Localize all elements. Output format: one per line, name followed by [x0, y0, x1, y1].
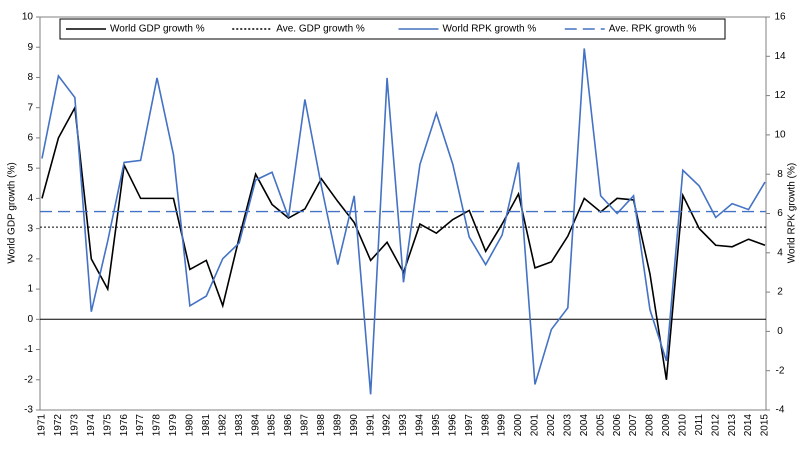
x-tick-label: 1983 — [234, 414, 245, 437]
x-tick-label: 1985 — [267, 414, 278, 437]
y2-tick-label: 8 — [777, 169, 783, 180]
x-tick-label: 2002 — [546, 414, 557, 437]
x-tick-label: 2011 — [694, 414, 705, 436]
y-tick-label: -3 — [24, 405, 33, 416]
y-tick-label: 4 — [27, 193, 33, 204]
x-tick-label: 1995 — [431, 414, 442, 437]
x-tick-label: 2005 — [595, 414, 606, 437]
x-tick-label: 1974 — [86, 414, 97, 437]
y2-tick-label: 16 — [774, 12, 786, 23]
x-tick-label: 2006 — [612, 414, 623, 437]
y-tick-label: 5 — [27, 163, 33, 174]
y-tick-label: 0 — [27, 314, 33, 325]
x-tick-label: 1988 — [316, 414, 327, 437]
y-axis-label: World GDP growth (%) — [7, 162, 18, 263]
x-tick-label: 1986 — [283, 414, 294, 437]
plot-frame — [39, 16, 767, 411]
y2-tick-label: 0 — [777, 326, 783, 337]
legend-label: Ave. GDP growth % — [276, 24, 365, 35]
y-tick-label: 10 — [22, 12, 34, 23]
x-tick-label: 2007 — [628, 414, 639, 437]
x-tick-label: 1991 — [365, 414, 376, 437]
y-tick-label: 2 — [27, 253, 33, 264]
x-tick-label: 2008 — [645, 414, 656, 437]
series-line — [41, 48, 766, 395]
x-tick-label: 2001 — [530, 414, 541, 437]
x-tick-label: 1978 — [152, 414, 163, 437]
series-line — [41, 105, 766, 380]
y2-tick-label: -2 — [776, 365, 785, 376]
x-tick-label: 1996 — [447, 414, 458, 437]
x-tick-label: 2010 — [677, 414, 688, 437]
x-tick-label: 1975 — [102, 414, 113, 437]
x-tick-label: 2014 — [743, 414, 754, 437]
legend-label: World GDP growth % — [110, 24, 205, 35]
x-tick-label: 1999 — [497, 414, 508, 437]
y-tick-label: -1 — [24, 344, 33, 355]
y-tick-label: 3 — [27, 223, 33, 234]
x-tick-label: 1984 — [250, 414, 261, 437]
y2-tick-label: 2 — [777, 287, 783, 298]
y-tick-label: 9 — [27, 42, 33, 53]
x-tick-label: 1998 — [480, 414, 491, 437]
y2-tick-label: 4 — [777, 247, 783, 258]
y-tick-label: -2 — [24, 374, 33, 385]
legend-box — [59, 18, 726, 40]
x-tick-label: 1994 — [415, 414, 426, 437]
y-tick-label: 7 — [27, 102, 33, 113]
x-tick-label: 1987 — [300, 414, 311, 437]
x-tick-label: 1989 — [332, 414, 343, 437]
x-tick-label: 1981 — [201, 414, 212, 437]
x-tick-label: 2012 — [710, 414, 721, 437]
x-tick-label: 1976 — [119, 414, 130, 437]
x-tick-label: 1982 — [217, 414, 228, 437]
y2-tick-label: 6 — [777, 208, 783, 219]
x-tick-label: 1977 — [135, 414, 146, 437]
y-tick-label: 8 — [27, 72, 33, 83]
x-tick-label: 2013 — [727, 414, 738, 437]
y2-tick-label: 14 — [774, 51, 786, 62]
y2-axis-label: World RPK growth (%) — [787, 163, 798, 263]
y2-tick-label: -4 — [776, 405, 785, 416]
x-tick-label: 1993 — [398, 414, 409, 437]
y-tick-label: 6 — [27, 133, 33, 144]
x-tick-label: 1980 — [185, 414, 196, 437]
y2-tick-label: 10 — [774, 130, 786, 141]
x-tick-label: 1990 — [349, 414, 360, 437]
x-tick-label: 1971 — [37, 414, 48, 437]
x-tick-label: 1972 — [53, 414, 64, 437]
x-tick-label: 2000 — [513, 414, 524, 437]
y-tick-label: 1 — [27, 284, 33, 295]
y2-tick-label: 12 — [774, 90, 786, 101]
x-tick-label: 2004 — [579, 414, 590, 437]
x-tick-label: 1997 — [464, 414, 475, 437]
legend-label: Ave. RPK growth % — [609, 24, 697, 35]
x-tick-label: 2015 — [760, 414, 771, 437]
x-tick-label: 1973 — [70, 414, 81, 437]
x-tick-label: 1979 — [168, 414, 179, 437]
x-tick-label: 2003 — [562, 414, 573, 437]
x-tick-label: 1992 — [382, 414, 393, 437]
x-tick-label: 2009 — [661, 414, 672, 437]
legend-label: World RPK growth % — [443, 24, 537, 35]
